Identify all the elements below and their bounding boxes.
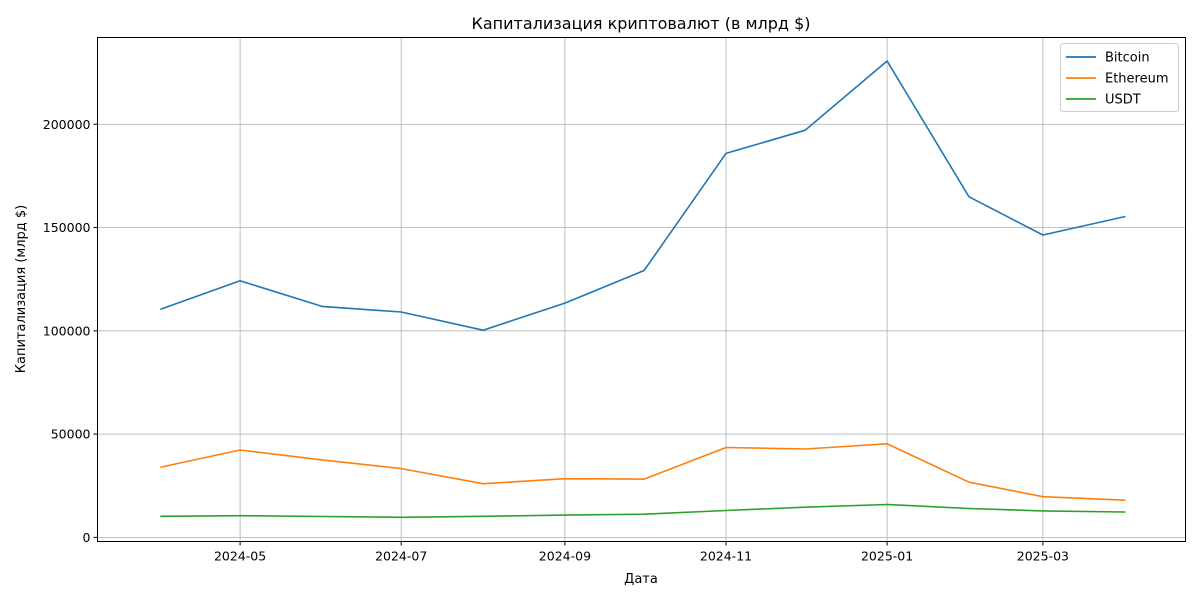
series-line-bitcoin [160,60,1126,332]
x-tick-label: 2025-01 [861,549,913,564]
x-tick-label: 2024-09 [539,549,591,564]
plot-frame [97,37,1186,542]
legend-label-usdt: USDT [1105,93,1141,108]
chart-title: Капитализация криптовалют (в млрд $) [472,14,811,33]
x-tick-label: 2024-05 [214,549,266,564]
y-axis-label: Капитализация (млрд $) [14,205,29,373]
x-tick-label: 2024-07 [375,549,427,564]
y-tick-label: 200000 [43,117,91,132]
x-tick-label: 2025-03 [1017,549,1069,564]
y-tick-label: 150000 [43,220,91,235]
y-tick-label: 100000 [43,323,91,338]
x-axis-label: Дата [624,572,658,587]
legend-label-bitcoin: Bitcoin [1105,51,1150,66]
legend-label-ethereum: Ethereum [1105,72,1169,87]
grid [97,37,1186,542]
legend-box [1060,43,1179,112]
y-tick-label: 50000 [51,427,91,442]
y-tick-label: 0 [83,530,91,545]
series-line-ethereum [160,442,1126,502]
x-tick-label: 2024-11 [700,549,752,564]
x-axis-ticks: 2024-05 2024-07 2024-09 2024-11 2025-01 2025-… [214,541,1069,564]
series-line-usdt [160,503,1126,519]
series-lines [160,60,1126,519]
y-axis-ticks: 0 50000 100000 150000 200000 [43,117,98,545]
legend: Bitcoin Ethereum USDT [1060,43,1179,112]
